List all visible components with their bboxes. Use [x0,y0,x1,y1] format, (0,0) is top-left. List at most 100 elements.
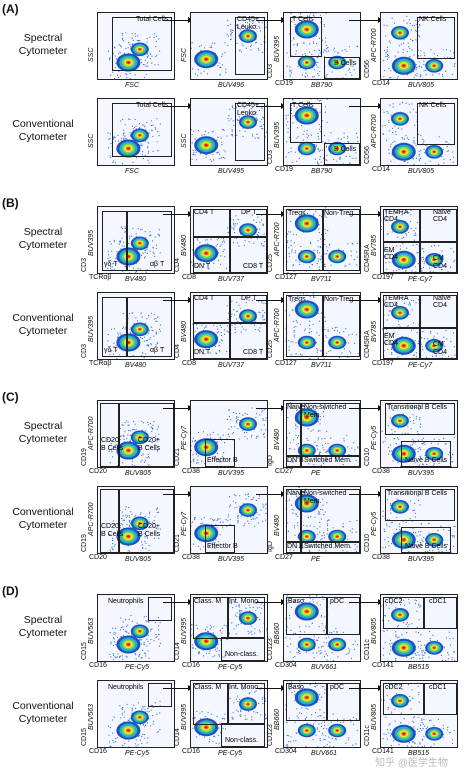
event-dot [432,634,434,636]
event-dot [123,716,125,718]
event-dot [107,725,110,727]
event-dot [135,125,137,127]
row-label: Spectral Cytometer [2,614,84,640]
event-dot [446,150,448,152]
event-dot [144,64,146,66]
event-dot [344,49,346,51]
event-dot [408,103,410,105]
event-dot [402,520,404,523]
event-dot [319,252,321,254]
gate-box [193,323,231,359]
density-contour [336,341,339,344]
event-dot [261,219,263,221]
event-dot [205,325,207,327]
gate-label: B Cells [334,60,357,67]
event-dot [230,35,232,37]
event-dot [418,654,420,656]
event-dot [401,634,403,636]
x-axis-channel: FSC [125,168,139,175]
y-axis-marker: IgD [267,541,274,552]
event-dot [441,250,443,252]
event-dot [390,160,392,162]
event-dot [123,245,125,247]
event-dot [350,255,352,257]
event-dot [110,156,112,158]
density-contour [305,114,309,117]
event-dot [411,49,413,51]
x-axis-marker: CD38 [372,554,390,561]
density-contour [402,646,406,649]
event-dot [418,133,420,135]
event-dot [245,47,247,49]
event-dot [118,77,120,79]
event-dot [132,227,134,229]
event-dot [389,526,391,528]
event-dot [150,344,153,346]
event-dot [265,700,267,702]
event-dot [155,318,157,320]
event-dot [315,210,317,212]
row-label-line: Cytometer [18,239,68,251]
event-dot [110,656,112,658]
event-dot [129,135,132,137]
event-dot [295,50,297,52]
event-dot [394,125,396,127]
event-dot [436,332,438,334]
event-dot [234,324,236,326]
event-dot [409,47,411,50]
x-axis-channel: BV480 [125,276,147,283]
event-dot [117,332,119,334]
event-dot [388,149,390,151]
event-dot [403,160,405,162]
event-dot [135,35,137,37]
event-dot [324,25,326,27]
y-axis-channel: BV480 [274,428,281,450]
density-plot [383,15,456,79]
event-dot [389,104,391,106]
event-dot [107,340,109,342]
event-dot [222,238,225,240]
event-dot [194,331,196,333]
event-dot [447,271,449,273]
gate-box [229,237,267,273]
event-dot [233,222,235,224]
event-dot [264,519,267,521]
event-dot [124,138,126,140]
event-dot [119,45,121,47]
event-dot [262,506,264,508]
event-dot [392,127,394,130]
event-dot [227,44,229,47]
event-dot [124,228,126,230]
event-dot [110,74,112,76]
event-dot [148,621,150,623]
event-dot [200,522,202,524]
event-dot [109,653,111,656]
row-label-line: Conventional [12,700,74,712]
event-dot [258,497,260,499]
y-axis-marker: CD45RA [364,330,371,358]
density-contour [138,328,141,331]
event-dot [217,259,219,261]
event-dot [423,52,425,54]
event-dot [132,267,134,269]
event-dot [319,245,321,248]
event-dot [191,644,193,646]
flow-plot: Baso. pDC [283,594,361,662]
event-dot [339,157,341,159]
event-dot [410,657,413,659]
event-dot [286,141,288,143]
event-dot [256,436,258,438]
event-dot [313,213,315,215]
event-dot [263,233,265,235]
event-dot [145,73,147,75]
event-dot [328,271,330,273]
event-dot [325,232,327,234]
event-dot [142,124,144,126]
event-dot [120,226,122,228]
event-dot [401,128,403,130]
gate-label: Switched Mem. [304,543,352,550]
event-dot [159,123,161,125]
event-dot [396,77,399,79]
event-dot [290,109,293,111]
event-dot [423,650,425,652]
